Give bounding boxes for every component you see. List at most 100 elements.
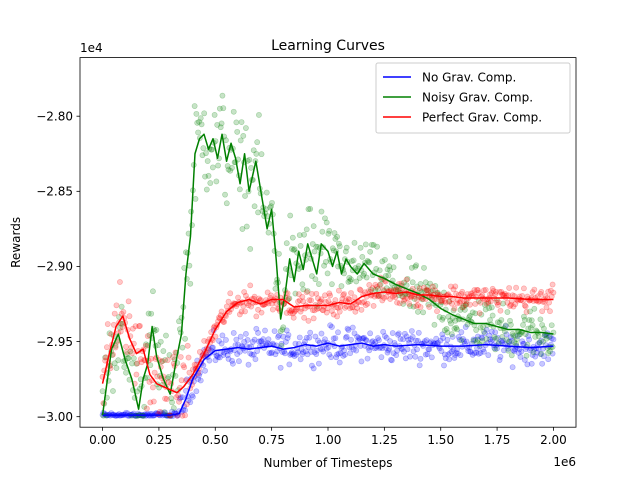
y-offset-label: 1e4: [80, 41, 103, 55]
scatter-point: [395, 286, 401, 293]
scatter-point: [182, 407, 188, 414]
scatter-point: [521, 285, 527, 292]
scatter-point: [119, 324, 126, 330]
scatter-point: [425, 346, 432, 353]
scatter-point: [416, 362, 423, 369]
scatter-point: [237, 333, 244, 340]
scatter-point: [170, 405, 177, 411]
scatter-point: [357, 287, 364, 294]
scatter-point: [458, 329, 465, 336]
scatter-point: [481, 348, 487, 355]
scatter-point: [195, 376, 202, 382]
scatter-point: [510, 332, 517, 339]
scatter-point: [400, 336, 407, 343]
scatter-point: [415, 302, 421, 309]
scatter-point: [417, 281, 424, 287]
scatter-point: [322, 299, 329, 305]
scatter-point: [480, 346, 486, 353]
scatter-point: [342, 248, 349, 255]
scatter-point: [223, 303, 230, 310]
scatter-point: [519, 293, 526, 299]
scatter-point: [546, 299, 553, 306]
scatter-point: [359, 253, 366, 260]
scatter-point: [333, 304, 340, 311]
scatter-point: [407, 303, 413, 309]
scatter-point: [446, 298, 453, 305]
scatter-point: [408, 294, 414, 301]
scatter-point: [110, 388, 116, 394]
scatter-point: [489, 312, 496, 319]
scatter-point: [401, 279, 407, 286]
scatter-point: [545, 350, 552, 356]
scatter-point: [203, 186, 210, 193]
scatter-point: [263, 189, 270, 196]
scatter-point: [146, 378, 153, 385]
scatter-point: [416, 287, 423, 294]
scatter-point: [466, 314, 473, 321]
scatter-point: [353, 301, 360, 308]
scatter-point: [323, 309, 330, 316]
legend-label: Noisy Grav. Comp.: [422, 90, 533, 104]
scatter-point: [497, 353, 504, 360]
scatter-point: [394, 347, 400, 354]
scatter-point: [441, 289, 447, 296]
scatter-point: [315, 295, 321, 302]
scatter-point: [492, 329, 499, 336]
scatter-point: [530, 349, 537, 356]
scatter-point: [441, 298, 448, 305]
scatter-point: [275, 334, 281, 340]
scatter-point: [467, 348, 473, 355]
scatter-point: [218, 120, 225, 127]
scatter-point: [193, 110, 200, 117]
scatter-point: [475, 289, 482, 296]
scatter-point: [527, 308, 533, 315]
scatter-point: [443, 325, 450, 332]
scatter-point: [319, 346, 326, 352]
scatter-point: [322, 258, 329, 265]
scatter-point: [290, 314, 297, 321]
scatter-point: [220, 352, 227, 358]
scatter-point: [370, 242, 377, 248]
scatter-point: [196, 372, 202, 379]
scatter-point: [314, 306, 321, 312]
scatter-point: [421, 338, 428, 345]
scatter-point: [164, 375, 171, 382]
scatter-point: [399, 293, 406, 300]
scatter-point: [201, 337, 208, 344]
scatter-point: [350, 346, 357, 353]
scatter-point: [429, 287, 436, 294]
x-tick-label: 0.50: [202, 433, 229, 447]
scatter-point: [265, 229, 272, 236]
scatter-point: [251, 336, 258, 343]
scatter-point: [469, 309, 476, 316]
scatter-point: [280, 324, 287, 331]
x-tick-label: 1.75: [484, 433, 511, 447]
scatter-point: [543, 304, 550, 311]
scatter-point: [439, 316, 446, 323]
scatter-point: [156, 408, 163, 415]
scatter-point: [521, 340, 527, 347]
scatter-point: [336, 243, 343, 250]
scatter-point: [441, 362, 447, 369]
scatter-point: [334, 313, 341, 320]
scatter-point: [296, 232, 303, 239]
scatter-point: [144, 333, 151, 339]
scatter-point: [176, 318, 182, 325]
scatter-point: [394, 299, 400, 306]
scatter-point: [483, 336, 490, 342]
scatter-point: [237, 137, 244, 144]
scatter-point: [121, 364, 128, 371]
scatter-point: [546, 333, 553, 340]
scatter-point: [362, 336, 369, 343]
scatter-point: [287, 351, 294, 358]
scatter-point: [415, 337, 421, 344]
scatter-point: [305, 317, 312, 324]
scatter-point: [369, 338, 376, 345]
scatter-point: [538, 288, 545, 295]
scatter-point: [297, 356, 304, 363]
scatter-point: [423, 337, 430, 344]
scatter-point: [272, 285, 279, 292]
y-axis-label: Rewards: [9, 217, 23, 268]
scatter-point: [335, 350, 342, 357]
legend-label: No Grav. Comp.: [422, 70, 516, 84]
